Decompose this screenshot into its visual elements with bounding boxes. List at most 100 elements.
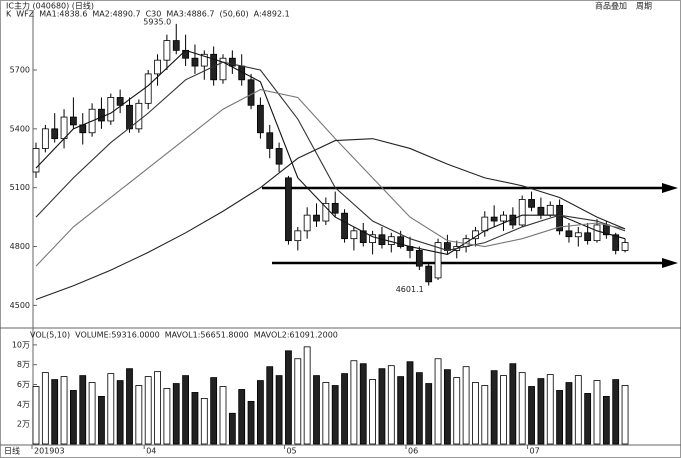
y-tick-label: 4800: [10, 242, 30, 251]
volume-bar: [565, 382, 573, 445]
volume-bar: [574, 375, 582, 445]
volume-bar: [546, 374, 554, 445]
candle-body: [425, 265, 433, 283]
candle-body: [313, 214, 320, 222]
candle-body: [359, 230, 367, 244]
candle-body: [116, 97, 124, 106]
candle-body: [621, 242, 629, 251]
indicator-info: K: [6, 10, 12, 19]
volume-bar: [210, 377, 218, 445]
window-title: IC主力 (040680) (日线): [6, 1, 94, 11]
volume-bar: [621, 385, 629, 445]
candle-body: [500, 214, 507, 222]
candle-body: [546, 204, 554, 216]
volume-bar: [79, 375, 87, 445]
volume-bar: [490, 370, 498, 445]
trend-arrow: [262, 183, 678, 268]
vol-tick-label: 10万: [12, 340, 30, 349]
candle-body: [341, 212, 348, 240]
moving-average: [35, 89, 626, 267]
candle-body: [490, 216, 498, 222]
volume-bar: [135, 385, 143, 445]
volume-bar: [341, 373, 348, 445]
candle-body: [303, 214, 311, 232]
vol-tick-label: 6万: [17, 380, 30, 389]
volume-bar: [200, 397, 208, 445]
candle-body: [247, 79, 255, 106]
volume-bar: [472, 382, 479, 445]
volume-info: VOLUME:59316.0000: [75, 331, 160, 340]
candle-body: [51, 128, 59, 140]
volume-bar: [425, 383, 433, 445]
candle-body: [32, 148, 40, 173]
volume-info: MAVOL1:56651.8000: [165, 331, 249, 340]
candle-body: [126, 104, 133, 130]
vol-tick-label: 4万: [17, 400, 30, 409]
vol-tick-label: 2万: [17, 420, 30, 429]
volume-bar: [154, 371, 161, 445]
volume-bar: [331, 385, 339, 445]
volume-bar: [303, 346, 311, 445]
volume-bar: [228, 412, 236, 445]
candle-body: [144, 73, 152, 104]
candle-body: [518, 199, 526, 226]
moving-average: [35, 138, 626, 301]
candle-body: [584, 232, 592, 242]
volume-bar: [51, 379, 59, 445]
y-tick-label: 4500: [10, 301, 30, 310]
candle-body: [200, 53, 208, 67]
candle-body: [285, 177, 292, 242]
candle-body: [331, 202, 339, 214]
overlay-button[interactable]: 商品叠加: [595, 1, 627, 11]
volume-bar: [509, 363, 517, 445]
candle-body: [397, 236, 405, 247]
volume-bar: [98, 396, 105, 445]
volume-bar: [443, 369, 451, 445]
candle-body: [369, 234, 377, 244]
volume-info: VOL(5,10): [30, 331, 70, 340]
x-tick-label: 04: [146, 447, 156, 456]
volume-bar: [294, 358, 302, 445]
volume-bar: [593, 380, 601, 445]
volume-bar: [60, 376, 68, 445]
volume-bar: [219, 386, 227, 445]
x-tick-label: 07: [530, 447, 540, 456]
indicator-info: A:4892.1: [254, 10, 290, 19]
candle-body: [172, 40, 180, 51]
candle-body: [322, 202, 330, 222]
candle-body: [434, 242, 442, 279]
indicator-info: (50,60): [219, 10, 248, 19]
candle-body: [528, 199, 535, 208]
candle-body: [350, 230, 358, 240]
y-tick-label: 5400: [10, 124, 30, 133]
candle-body: [98, 108, 105, 122]
volume-bar: [313, 375, 320, 445]
volume-bar: [406, 361, 414, 445]
volume-bar: [191, 392, 199, 445]
volume-bar: [116, 380, 124, 445]
candle-body: [163, 40, 171, 61]
candle-body: [228, 57, 236, 67]
volume-bar: [322, 382, 330, 445]
volume-bar: [359, 363, 367, 445]
candle-body: [219, 57, 227, 81]
volume-bar: [584, 393, 592, 445]
vol-tick-label: 8万: [17, 360, 30, 369]
x-tick-label: 201903: [34, 447, 65, 456]
period-button[interactable]: 周期: [636, 2, 652, 11]
volume-bar: [518, 372, 526, 445]
volume-bar: [500, 375, 507, 445]
volume-bar: [378, 368, 386, 445]
volume-bar: [397, 376, 405, 445]
candle-body: [593, 224, 601, 242]
candle-body: [107, 97, 115, 122]
candle-body: [481, 216, 489, 232]
candle-body: [41, 128, 49, 149]
candle-body: [565, 230, 573, 238]
volume-bar: [602, 396, 610, 445]
volume-bar: [434, 358, 442, 445]
volume-bar: [41, 372, 49, 445]
candle-body: [135, 102, 143, 130]
volume-bar: [481, 385, 489, 445]
